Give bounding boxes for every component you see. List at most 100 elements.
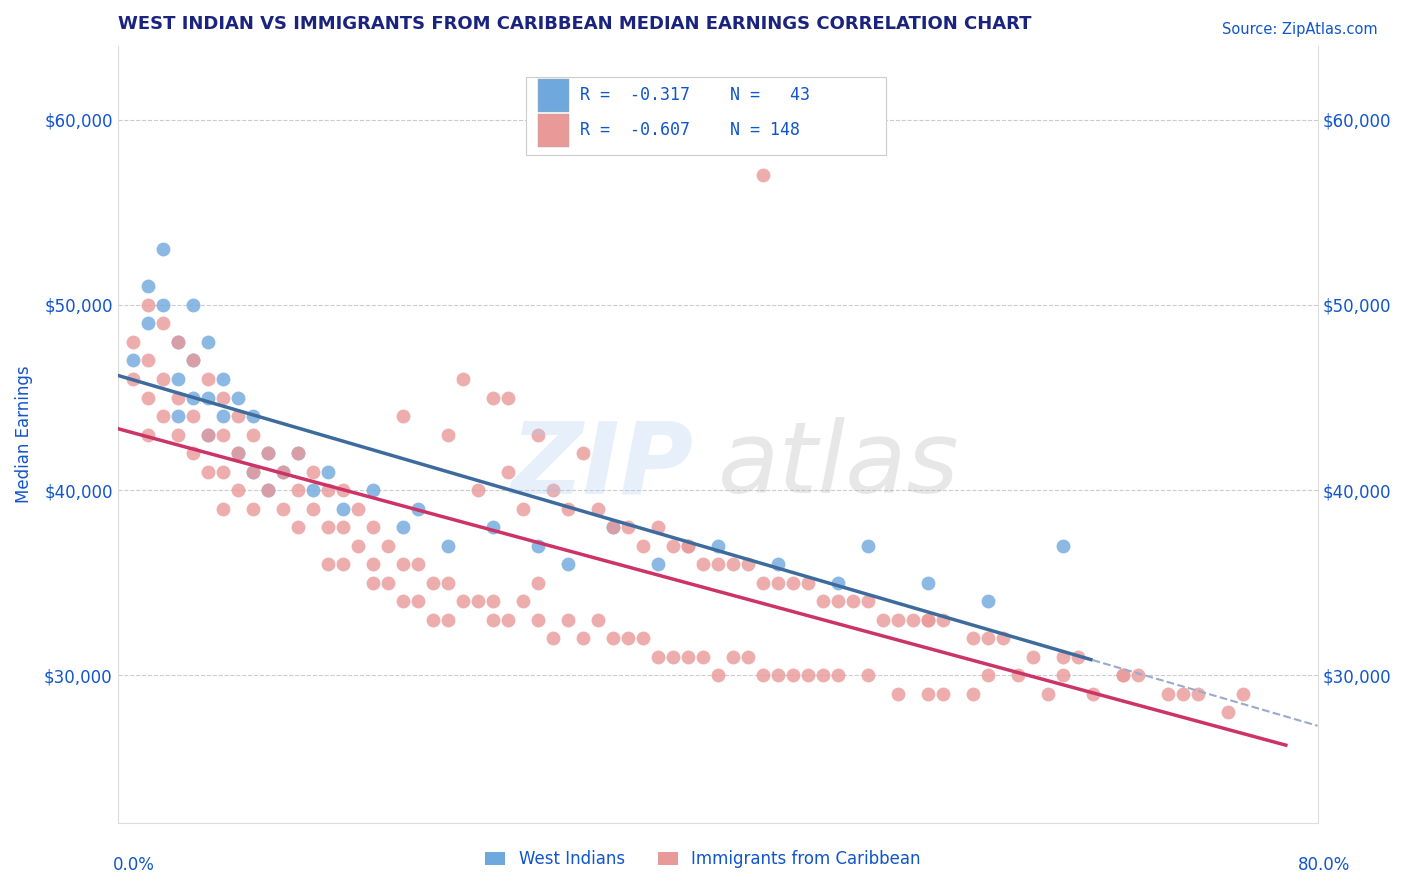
- Point: [181, 353, 204, 368]
- Point: [541, 632, 564, 646]
- Point: [796, 668, 818, 682]
- Point: [557, 558, 579, 572]
- Point: [481, 613, 503, 627]
- Point: [647, 558, 669, 572]
- Point: [481, 391, 503, 405]
- Point: [181, 391, 204, 405]
- Text: atlas: atlas: [717, 417, 959, 514]
- Text: 0.0%: 0.0%: [112, 855, 155, 873]
- Point: [512, 501, 534, 516]
- Point: [1232, 687, 1254, 701]
- Point: [301, 501, 323, 516]
- Point: [962, 687, 984, 701]
- Point: [692, 649, 714, 664]
- Text: ZIP: ZIP: [510, 417, 693, 514]
- Point: [121, 334, 143, 349]
- Point: [721, 649, 744, 664]
- Point: [436, 539, 458, 553]
- Point: [211, 465, 233, 479]
- Point: [271, 501, 294, 516]
- Point: [121, 353, 143, 368]
- FancyBboxPatch shape: [537, 79, 569, 112]
- Point: [391, 594, 413, 608]
- Point: [136, 353, 159, 368]
- Point: [451, 594, 474, 608]
- FancyBboxPatch shape: [526, 77, 886, 154]
- Point: [766, 558, 789, 572]
- Point: [377, 575, 399, 590]
- Point: [467, 594, 489, 608]
- Point: [676, 649, 699, 664]
- Point: [346, 501, 368, 516]
- Point: [616, 632, 638, 646]
- Point: [976, 668, 998, 682]
- Point: [181, 298, 204, 312]
- Point: [827, 575, 849, 590]
- Point: [436, 613, 458, 627]
- Point: [242, 501, 264, 516]
- Point: [917, 687, 939, 701]
- Point: [211, 391, 233, 405]
- Point: [1052, 649, 1074, 664]
- Point: [541, 483, 564, 497]
- Point: [557, 501, 579, 516]
- Point: [256, 446, 278, 460]
- Point: [121, 372, 143, 386]
- Point: [1052, 539, 1074, 553]
- Point: [586, 501, 609, 516]
- Point: [676, 539, 699, 553]
- Point: [976, 632, 998, 646]
- Point: [136, 427, 159, 442]
- Point: [1036, 687, 1059, 701]
- Point: [1111, 668, 1133, 682]
- Point: [316, 558, 339, 572]
- Point: [152, 372, 174, 386]
- Point: [361, 558, 384, 572]
- Point: [1216, 706, 1239, 720]
- Point: [616, 520, 638, 534]
- Point: [211, 501, 233, 516]
- Point: [1081, 687, 1104, 701]
- Point: [647, 649, 669, 664]
- Point: [406, 501, 429, 516]
- Point: [136, 391, 159, 405]
- Y-axis label: Median Earnings: Median Earnings: [15, 366, 32, 503]
- Point: [1066, 649, 1088, 664]
- Point: [181, 409, 204, 423]
- Point: [301, 483, 323, 497]
- Point: [211, 427, 233, 442]
- Point: [706, 668, 728, 682]
- Point: [166, 334, 188, 349]
- Point: [796, 575, 818, 590]
- Point: [181, 353, 204, 368]
- Point: [962, 632, 984, 646]
- Point: [631, 539, 654, 553]
- Point: [181, 446, 204, 460]
- Point: [332, 483, 354, 497]
- Point: [136, 279, 159, 293]
- Text: R =  -0.607    N = 148: R = -0.607 N = 148: [579, 121, 800, 139]
- Point: [917, 613, 939, 627]
- Point: [991, 632, 1014, 646]
- Text: Source: ZipAtlas.com: Source: ZipAtlas.com: [1222, 22, 1378, 37]
- Point: [571, 446, 593, 460]
- Point: [782, 575, 804, 590]
- Point: [287, 446, 309, 460]
- Point: [332, 558, 354, 572]
- Point: [676, 539, 699, 553]
- Point: [406, 558, 429, 572]
- Point: [256, 483, 278, 497]
- Point: [287, 446, 309, 460]
- Point: [1156, 687, 1178, 701]
- Point: [197, 334, 219, 349]
- Point: [271, 465, 294, 479]
- Point: [1187, 687, 1209, 701]
- Point: [1171, 687, 1194, 701]
- Point: [661, 539, 683, 553]
- Point: [197, 427, 219, 442]
- Point: [827, 668, 849, 682]
- Point: [242, 465, 264, 479]
- Point: [782, 668, 804, 682]
- Point: [766, 668, 789, 682]
- Point: [766, 575, 789, 590]
